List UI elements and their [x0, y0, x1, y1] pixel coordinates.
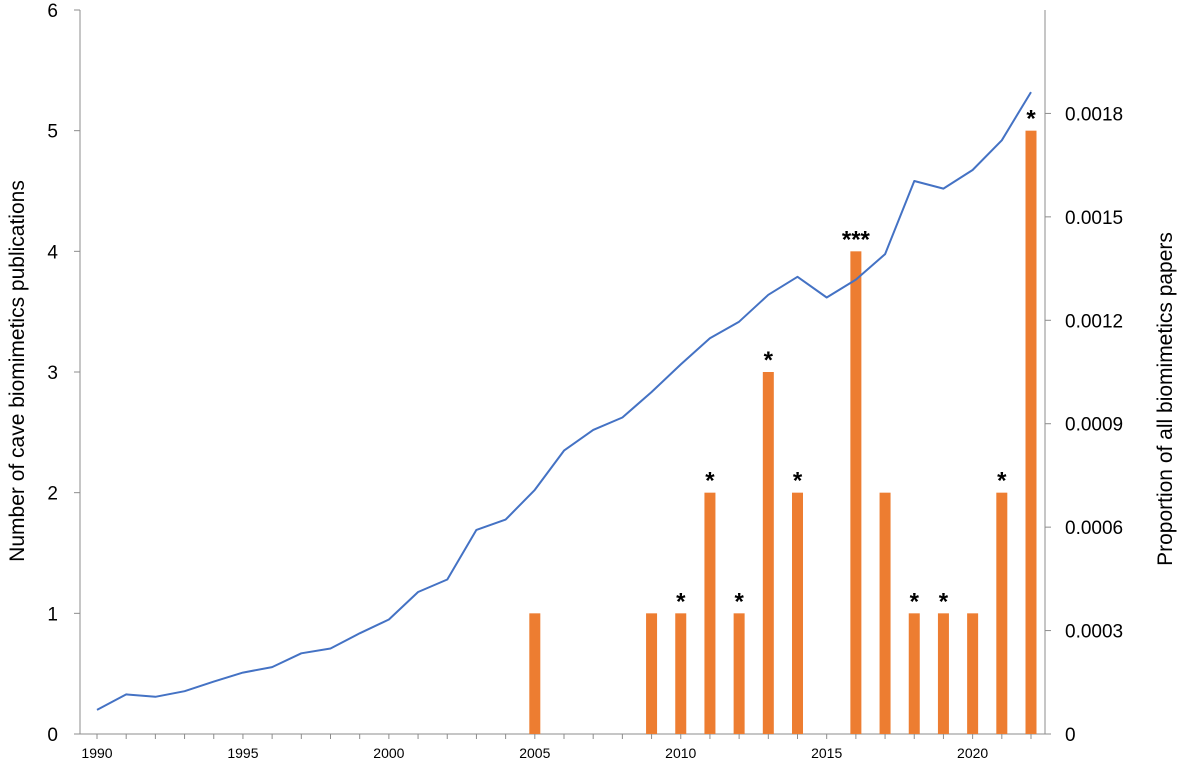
y2-tick-label: 0.0012: [1065, 311, 1123, 332]
bar: [675, 613, 687, 734]
x-tick-label: 2000: [373, 745, 404, 761]
bar-series: ********* ***: [529, 106, 1037, 735]
bar: [704, 492, 716, 734]
chart-labels: Number of cave biomimetics publications …: [6, 180, 1177, 566]
y2-axis-label: Proportion of all biomimetics papers: [1154, 232, 1177, 566]
x-tick-label: 2005: [519, 745, 550, 761]
bar: [646, 613, 658, 734]
y-tick-label: 5: [47, 122, 58, 143]
significance-label: *: [910, 588, 920, 615]
bar: [762, 372, 774, 734]
proportion-line: [96, 91, 1032, 711]
x-tick-label: 1990: [81, 745, 112, 761]
bar: [1025, 130, 1037, 734]
y2-tick-label: 0.0015: [1065, 208, 1123, 229]
bar: [792, 492, 803, 734]
bar: [967, 613, 979, 734]
bar: [879, 492, 891, 734]
x-tick-label: 2020: [957, 745, 988, 761]
significance-label: *: [764, 347, 774, 374]
y2-tick-label: 0.0006: [1065, 518, 1123, 539]
y2-tick-label: 0.0009: [1065, 415, 1123, 436]
bar: [733, 613, 745, 734]
bar: [529, 613, 541, 734]
y-axis-label: Number of cave biomimetics publications: [6, 180, 29, 562]
y-tick-label: 1: [47, 604, 58, 625]
y-tick-label: 3: [47, 363, 58, 384]
x-tick-label: 2010: [665, 745, 696, 761]
bar: [850, 251, 862, 735]
significance-label: ***: [842, 226, 871, 253]
significance-label: *: [676, 588, 686, 615]
y2-tick-label: 0: [1065, 725, 1076, 746]
y-tick-label: 4: [47, 242, 58, 263]
significance-label: *: [1026, 106, 1036, 133]
significance-label: *: [734, 588, 744, 615]
y-tick-label: 2: [47, 484, 58, 505]
y2-tick-label: 0.0018: [1065, 104, 1123, 125]
significance-label: *: [939, 588, 949, 615]
bar: [996, 492, 1008, 734]
line-series: [96, 91, 1032, 711]
y-tick-label: 0: [47, 725, 58, 746]
y-tick-label: 6: [47, 1, 58, 22]
bar: [937, 613, 949, 734]
bar: [908, 613, 920, 734]
y2-tick-label: 0.0003: [1065, 622, 1123, 643]
x-tick-label: 2015: [811, 745, 842, 761]
significance-label: *: [997, 468, 1007, 495]
significance-label: *: [705, 468, 715, 495]
x-tick-label: 1995: [227, 745, 258, 761]
significance-label: *: [793, 468, 803, 495]
chart-axes: 0 1 2 3 4 5 6 0 0.0003 0.0006 0.0009 0.0012 0.0015 0.…: [47, 1, 1123, 761]
